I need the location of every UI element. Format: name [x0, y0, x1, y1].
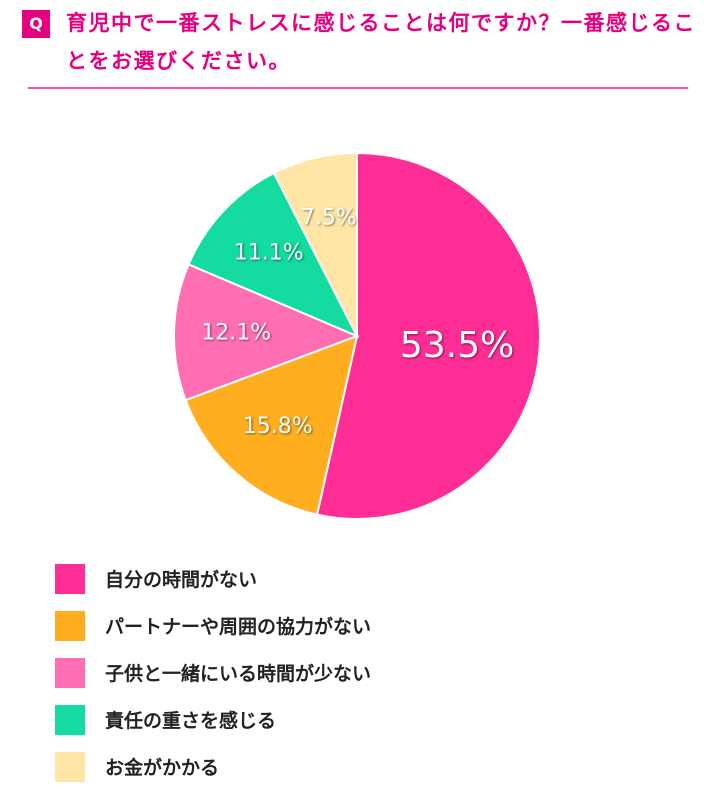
- legend: 自分の時間がないパートナーや周囲の協力がない 子供と一緒にいる時間が少ない 責任の重…: [55, 555, 371, 790]
- legend-label: 子供と一緒にいる時間が少ない: [105, 663, 372, 685]
- legend-item: お金がかかる: [55, 743, 371, 790]
- legend-item: 自分の時間がない: [55, 555, 371, 602]
- legend-label: お金がかかる: [105, 757, 220, 779]
- legend-swatch: [55, 751, 85, 782]
- pie-slice: [173, 263, 360, 402]
- chart-title: 育児中で一番ストレスに感じることは何ですか？一番感じることをお選びください。: [66, 11, 696, 73]
- legend-label: 責任の重さを感じる: [105, 710, 277, 732]
- pie-slice: [187, 171, 360, 338]
- legend-swatch: [55, 657, 85, 688]
- slice-label: 12.1%: [201, 320, 271, 345]
- slice-label: 15.8%: [243, 414, 313, 439]
- legend-label: 自分の時間がない: [105, 569, 258, 591]
- pie-slice: [272, 151, 358, 337]
- question-badge: Q: [22, 10, 50, 38]
- legend-item: 子供と一緒にいる時間が少ない: [55, 649, 371, 696]
- legend-swatch: [55, 563, 85, 594]
- slice-label: 53.5%: [400, 325, 514, 366]
- slice-label: 7.5%: [301, 206, 357, 231]
- legend-item: 責任の重さを感じる: [55, 696, 371, 743]
- pie-slice: [184, 334, 359, 516]
- legend-label: パートナーや周囲の協力がない: [105, 616, 372, 638]
- legend-item: パートナーや周囲の協力がない: [55, 602, 371, 649]
- slice-label: 11.1%: [234, 241, 304, 266]
- chart: 53.5% 15.8% 12.1% 11.1% 7.5%: [173, 151, 541, 520]
- legend-swatch: [55, 610, 85, 641]
- pie-slice: [315, 151, 541, 520]
- divider: [28, 87, 688, 89]
- legend-swatch: [55, 704, 85, 735]
